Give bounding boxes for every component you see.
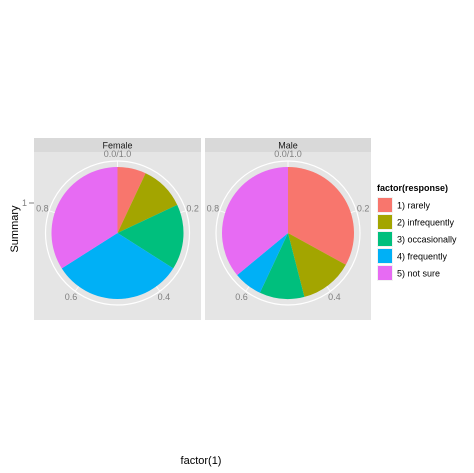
theta-tick-label-female-2: 0.4 bbox=[158, 292, 171, 302]
theta-tick-label-male-0: 0.0/1.0 bbox=[274, 149, 302, 159]
x-axis-title: factor(1) bbox=[181, 455, 222, 467]
legend-label-4: 4) frequently bbox=[397, 252, 448, 262]
strip-label-male: Male bbox=[278, 141, 298, 151]
legend-swatch-1 bbox=[378, 198, 392, 212]
pie-slice-male-2 bbox=[288, 233, 346, 297]
facet-male: Male 0.0/1.0 0.2 0.4 0.6 0.8 bbox=[205, 138, 371, 320]
legend-swatch-5 bbox=[378, 266, 392, 280]
theta-tick-label-male-3: 0.6 bbox=[235, 292, 248, 302]
legend-keys: 1) rarely 2) infrequently 3) occasionally 4… bbox=[377, 197, 457, 281]
pie-male: 0.0/1.0 0.2 0.4 0.6 0.8 bbox=[207, 149, 370, 306]
pie-slice-male-4 bbox=[237, 233, 288, 293]
y-axis-title: Summary bbox=[9, 205, 21, 253]
pie-slice-male-3 bbox=[259, 233, 305, 300]
pie-slice-female-5 bbox=[51, 167, 118, 269]
theta-tick-label-male-2: 0.4 bbox=[328, 292, 341, 302]
strip-background-female bbox=[34, 138, 201, 152]
strip-background-male bbox=[205, 138, 371, 152]
legend-label-5: 5) not sure bbox=[397, 269, 440, 279]
theta-tick-label-female-0: 0.0/1.0 bbox=[104, 149, 132, 159]
legend-swatch-2 bbox=[378, 215, 392, 229]
theta-tick-label-male-4: 0.8 bbox=[207, 204, 220, 214]
pie-slice-male-5 bbox=[222, 167, 288, 276]
legend-title: factor(response) bbox=[377, 183, 448, 193]
theta-tick-label-female-3: 0.6 bbox=[65, 292, 78, 302]
legend-swatch-3 bbox=[378, 232, 392, 246]
theta-tick-label-female-1: 0.2 bbox=[186, 204, 199, 214]
legend-label-3: 3) occasionally bbox=[397, 235, 457, 245]
pie-slice-female-2 bbox=[117, 173, 178, 233]
strip-label-female: Female bbox=[102, 141, 132, 151]
theta-tick-label-male-1: 0.2 bbox=[357, 204, 370, 214]
y-tick-label: 1 bbox=[22, 198, 27, 208]
legend-label-2: 2) infrequently bbox=[397, 218, 455, 228]
theta-tick-label-female-4: 0.8 bbox=[36, 204, 49, 214]
legend-swatch-4 bbox=[378, 249, 392, 263]
facet-female: Female 0.0/1.0 0.2 0.4 0.6 0.8 bbox=[34, 138, 201, 320]
pie-slice-male-1 bbox=[288, 167, 355, 265]
pie-female: 0.0/1.0 0.2 0.4 0.6 0.8 bbox=[36, 149, 199, 306]
pie-slice-female-1 bbox=[117, 167, 146, 233]
legend: factor(response) 1) rarely 2) infrequentl… bbox=[377, 183, 457, 281]
pie-slice-female-4 bbox=[61, 233, 174, 300]
pie-slice-female-3 bbox=[117, 204, 184, 269]
legend-label-1: 1) rarely bbox=[397, 201, 431, 211]
